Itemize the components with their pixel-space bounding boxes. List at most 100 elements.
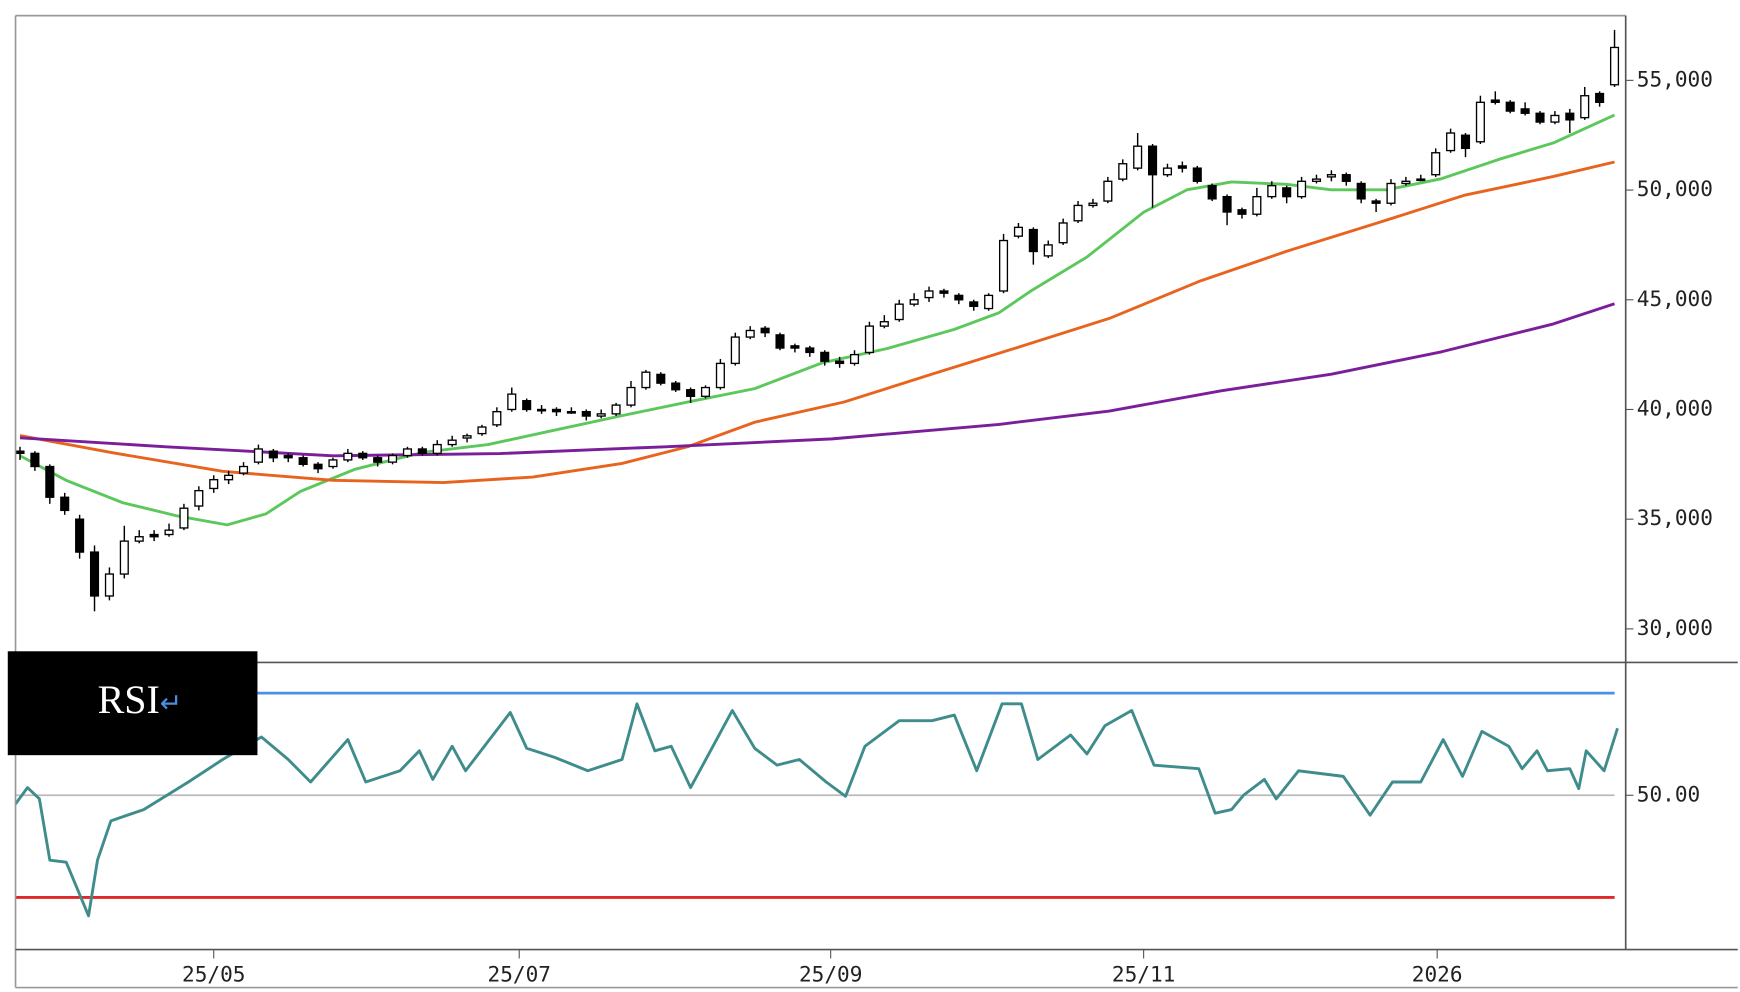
candle-body [60,496,70,512]
candle-body [164,529,174,536]
candle-body [1565,112,1575,121]
candle-body [75,518,85,553]
candle-body [641,371,651,389]
candle-body [1371,200,1381,204]
candle-body [15,450,25,455]
candle-body [969,301,979,308]
candle-body [1192,167,1202,182]
candle-body [134,536,144,542]
candle-body [611,404,621,415]
candle-body [924,290,934,299]
x-tick-label: 25/07 [488,961,551,986]
candle-body [984,294,994,310]
candle-body [1609,46,1620,86]
candle-body [1013,226,1023,237]
candle-body [328,459,338,468]
candle-body [1133,145,1143,169]
candle-body [760,327,770,334]
candle-body [1431,152,1441,176]
candle-body [1326,174,1336,178]
candle-body [805,347,815,354]
candle-body [477,426,487,435]
candle-body [715,362,725,389]
plot-area: 30,000 35,000 40,000 45,000 50,000 55,000 50.0… [14,29,1713,986]
candle-body [1535,112,1545,123]
candle-body [954,294,964,301]
candle-body [522,400,532,411]
candle-body [30,452,40,468]
candle-body [1207,185,1217,200]
candle-body [864,325,874,354]
candle-body [1401,180,1411,185]
y-tick-label: 35,000 [1637,505,1713,530]
line-series [14,702,1619,918]
label-background [7,651,258,756]
line-series [19,302,1615,458]
candle-body [313,463,323,470]
candle-body [149,533,159,538]
candle-body [1580,95,1590,119]
candle-body [402,448,413,457]
candle-body [1595,92,1605,103]
candle-body [1148,145,1158,176]
rsi-label-box: RSI↵ [7,651,258,756]
candle-body [1520,108,1530,114]
candle-body [686,389,696,397]
candle-body [1311,178,1322,182]
candle-body [1460,134,1471,150]
candle-body [1386,182,1396,204]
candle-body [745,329,755,338]
x-tick-label: 2026 [1412,961,1463,986]
y-tick-label: 50,000 [1637,176,1713,201]
candle-body [1073,204,1083,222]
x-tick-label: 25/05 [182,961,245,986]
candle-body [790,345,800,349]
candle-body [671,382,681,391]
candle-body [566,410,576,414]
candle-body [700,386,711,397]
candle-body [358,452,368,459]
candle-body [492,410,502,426]
candle-body [1088,202,1098,207]
candle-body [224,474,234,481]
candle-body [775,334,785,349]
candle-body [835,360,845,365]
candle-body [283,454,293,459]
candle-body [1222,195,1232,213]
candle-body [1177,165,1187,169]
candle-body [939,290,949,294]
candle-body [447,439,457,446]
candle-body [1028,228,1038,253]
candle-body [388,454,398,463]
candle-body [849,353,860,365]
y-tick-label: 55,000 [1637,66,1713,91]
candle-body [268,450,278,459]
candle-body [656,373,666,384]
candle-body [119,540,129,575]
candle-body [998,239,1009,292]
frame [14,14,1738,989]
rsi-title-text: RSI [98,677,160,722]
candle-body [909,299,919,305]
candle-body [1118,163,1128,180]
candle-body [879,321,889,327]
candle-body [417,448,427,455]
rsi-title: RSI↵ [98,677,182,722]
candle-body [820,351,830,362]
candle-body [730,336,740,365]
candle-body [298,457,308,465]
candle-body [462,435,472,439]
candle-body [194,489,204,507]
y-tick-label: 50.00 [1637,781,1700,806]
candle-body [1505,101,1515,112]
candle-body [537,408,547,412]
candle-body [581,410,591,417]
candle-body [45,465,55,498]
candle-body [253,448,263,463]
candle-body [343,452,353,461]
line-series [19,160,1615,484]
candle-body [179,507,189,529]
candle-body [1341,174,1351,182]
x-tick-label: 25/09 [799,961,862,986]
